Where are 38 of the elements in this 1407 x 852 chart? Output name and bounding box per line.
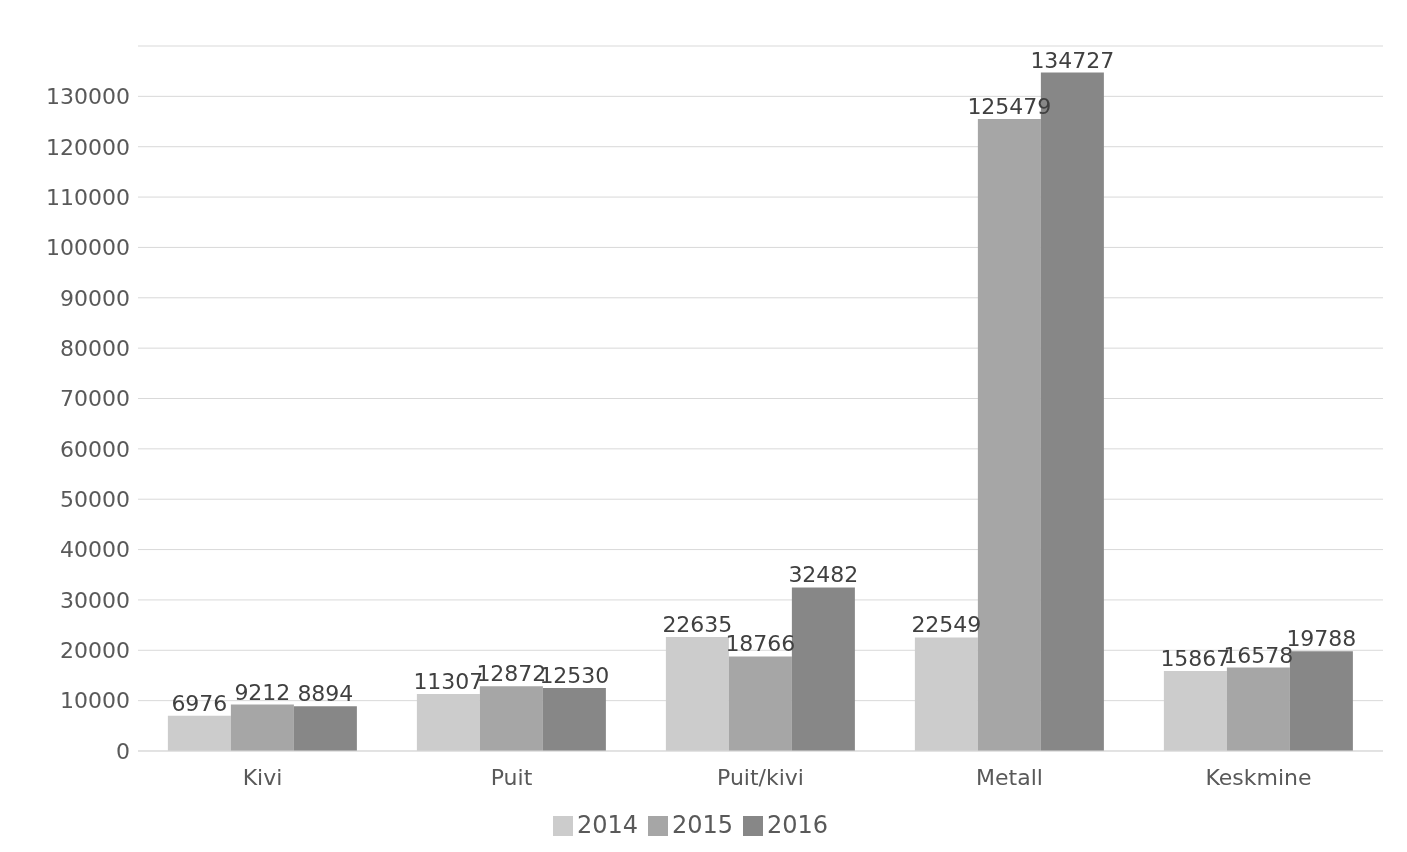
y-tick-label: 0 bbox=[116, 738, 130, 764]
y-tick-label: 10000 bbox=[60, 688, 130, 714]
bar bbox=[728, 656, 792, 751]
y-tick-label: 50000 bbox=[60, 487, 130, 513]
x-tick-label: Kivi bbox=[242, 764, 283, 790]
bar bbox=[293, 706, 357, 751]
y-tick-label: 20000 bbox=[60, 638, 130, 664]
bar bbox=[416, 694, 480, 751]
legend-label: 2014 bbox=[576, 811, 638, 839]
y-tick-label: 40000 bbox=[60, 537, 130, 563]
bar bbox=[230, 704, 294, 751]
y-tick-label: 70000 bbox=[60, 386, 130, 412]
legend-label: 2015 bbox=[671, 811, 734, 839]
y-tick-label: 100000 bbox=[46, 235, 130, 261]
y-tick-label: 130000 bbox=[46, 84, 130, 110]
bar bbox=[542, 687, 606, 751]
data-label: 6976 bbox=[171, 690, 228, 716]
data-label: 8894 bbox=[297, 681, 354, 707]
bar bbox=[167, 715, 231, 751]
data-label: 134727 bbox=[1030, 47, 1115, 73]
y-tick-label: 90000 bbox=[60, 285, 130, 311]
data-label: 32482 bbox=[788, 562, 859, 588]
legend-label: 2016 bbox=[767, 811, 829, 839]
y-tick-label: 60000 bbox=[60, 436, 130, 462]
data-label: 9212 bbox=[234, 679, 291, 705]
data-label: 22549 bbox=[911, 612, 982, 638]
x-tick-label: Puit bbox=[490, 764, 533, 790]
x-tick-label: Puit/kivi bbox=[717, 764, 804, 790]
bar bbox=[1226, 667, 1290, 751]
y-tick-label: 30000 bbox=[60, 587, 130, 613]
bar bbox=[665, 637, 729, 751]
y-tick-label: 80000 bbox=[60, 335, 130, 361]
y-tick-label: 110000 bbox=[46, 184, 130, 210]
bar bbox=[914, 637, 978, 751]
x-tick-label: Metall bbox=[976, 764, 1043, 790]
x-tick-label: Keskmine bbox=[1205, 764, 1312, 790]
bar bbox=[1163, 671, 1227, 751]
y-tick-label: 120000 bbox=[46, 134, 130, 160]
